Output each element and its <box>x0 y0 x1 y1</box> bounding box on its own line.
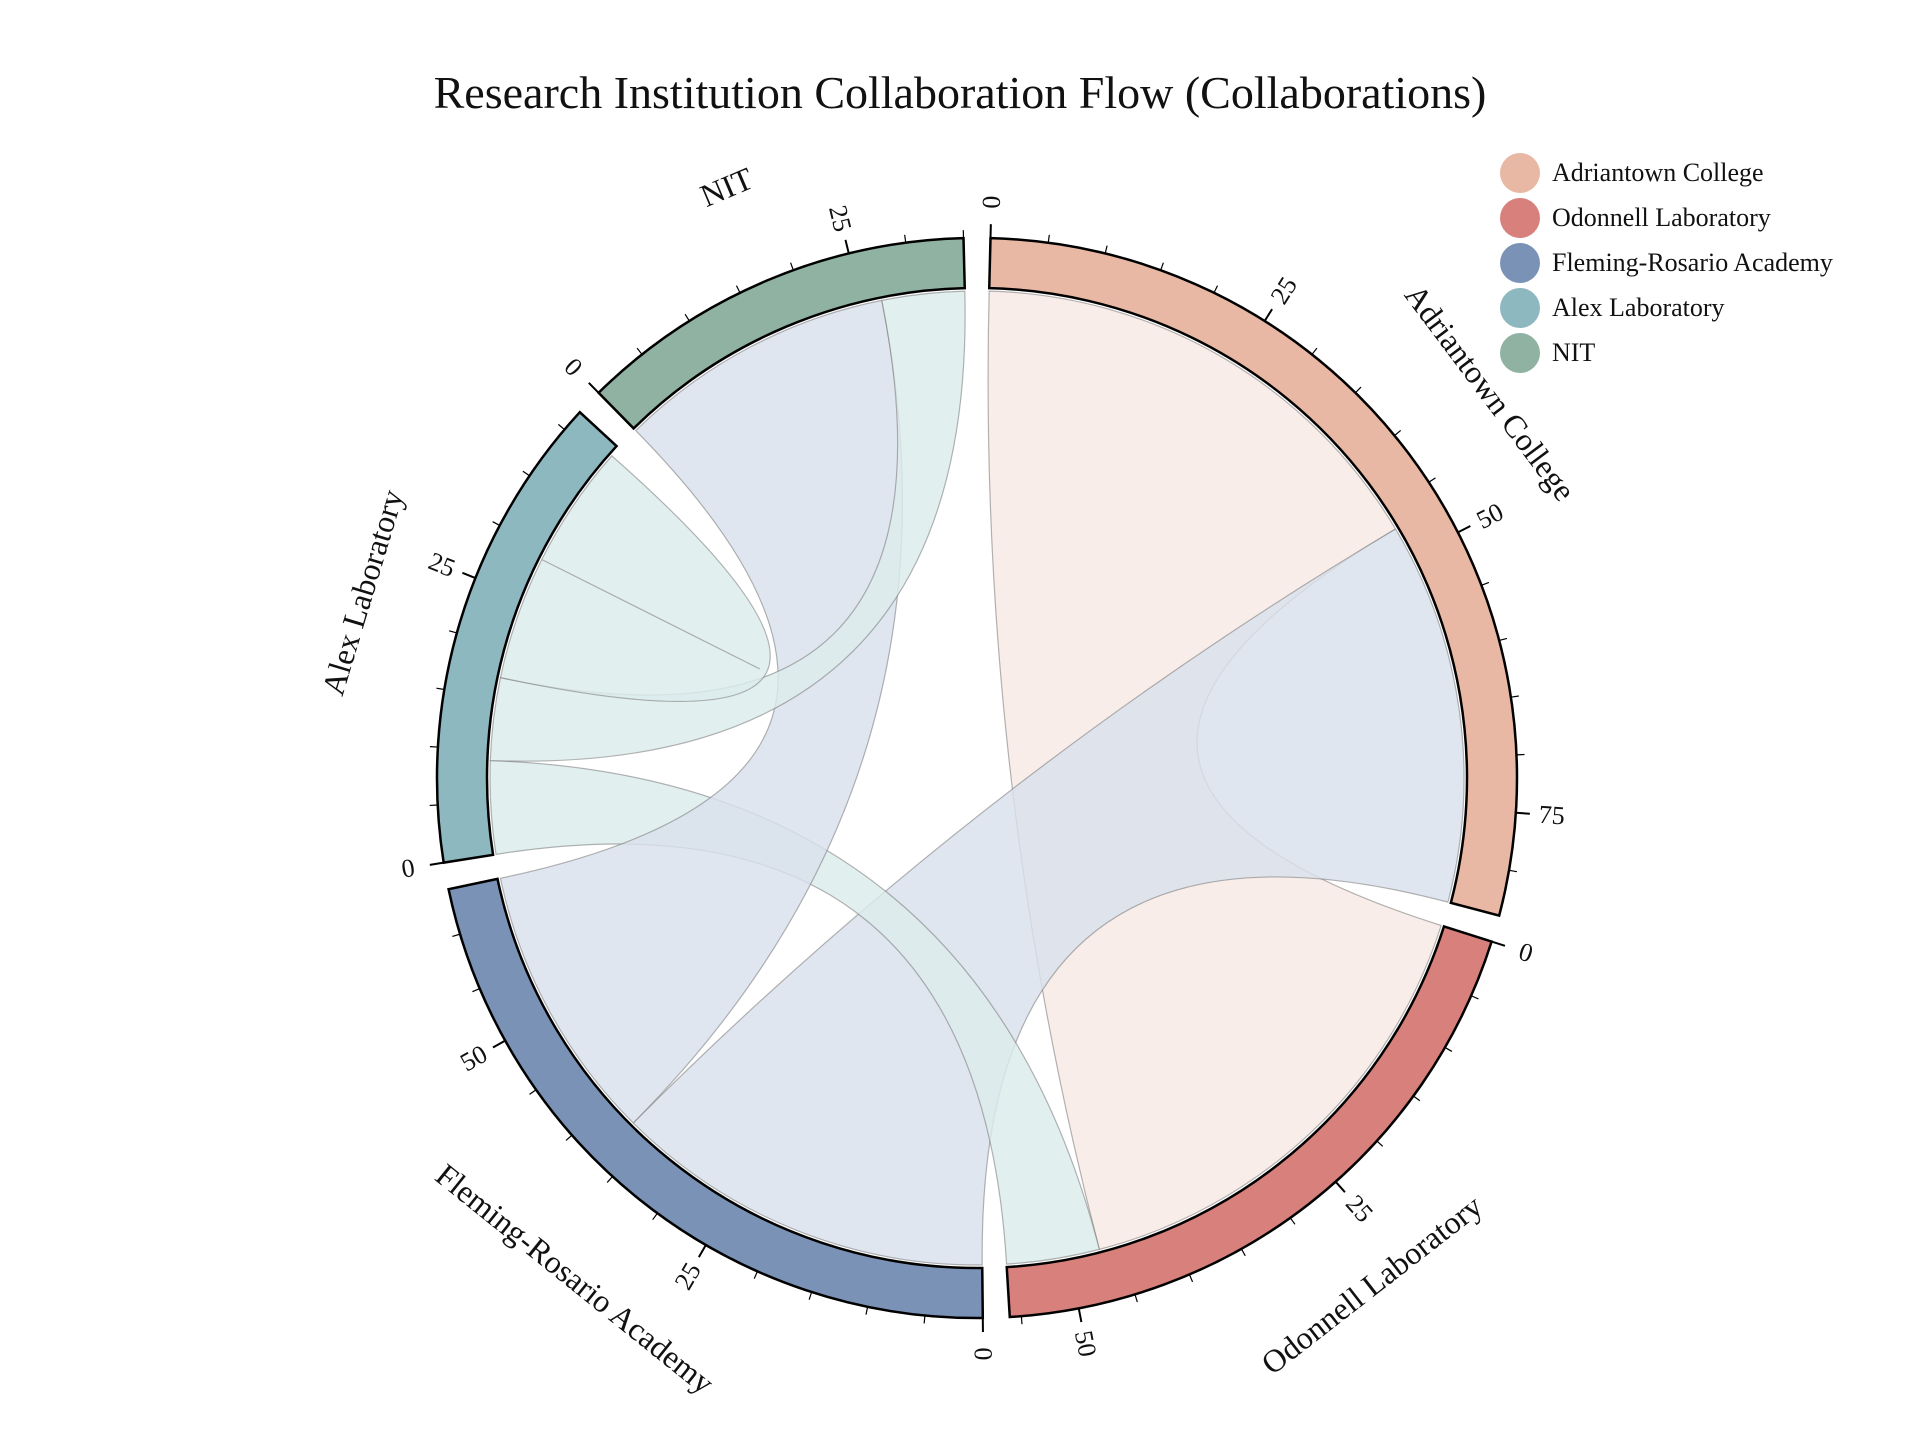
legend-item: Odonnell Laboratory <box>1500 195 1833 240</box>
minor-tick <box>1508 869 1518 873</box>
tick-label: 25 <box>669 1258 707 1295</box>
legend-label: Alex Laboratory <box>1552 292 1725 322</box>
minor-tick <box>808 1291 813 1300</box>
tick-label: 0 <box>1515 937 1536 969</box>
minor-tick <box>557 423 565 431</box>
group-nit: 0 25 NIT <box>558 160 967 431</box>
minor-tick <box>1444 1046 1453 1052</box>
minor-tick <box>522 470 530 477</box>
tick-label: 25 <box>823 202 857 234</box>
major-tick <box>1515 811 1530 815</box>
minor-tick <box>1499 637 1508 642</box>
legend-label: Odonnell Laboratory <box>1552 202 1771 232</box>
group-arc <box>596 236 967 431</box>
minor-tick <box>436 687 445 691</box>
major-tick <box>462 571 476 579</box>
tick-label: 25 <box>1265 272 1303 309</box>
minor-tick <box>652 1212 658 1221</box>
ribbon-alex-laboratory-to-alex-laboratory <box>499 454 771 703</box>
legend-swatch <box>1500 152 1540 193</box>
group-arc <box>447 877 985 1320</box>
tick-label: 50 <box>1069 1328 1102 1359</box>
group-label: Alex Laboratory <box>315 485 411 699</box>
minor-tick <box>492 521 500 526</box>
major-tick <box>1077 1308 1083 1323</box>
minor-tick <box>472 988 480 993</box>
legend-item: Adriantown College <box>1500 150 1833 195</box>
legend-item: Alex Laboratory <box>1500 285 1833 330</box>
major-tick <box>429 861 444 866</box>
minor-tick <box>753 1271 759 1279</box>
minor-tick <box>1240 1248 1246 1257</box>
legend-item: Fleming-Rosario Academy <box>1500 240 1833 285</box>
major-tick <box>588 382 600 394</box>
minor-tick <box>1188 1274 1194 1283</box>
major-tick <box>697 1244 707 1258</box>
major-tick <box>1263 308 1273 322</box>
minor-tick <box>1481 581 1490 586</box>
minor-tick <box>1470 995 1479 1000</box>
legend-swatch <box>1500 287 1540 328</box>
minor-tick <box>1394 429 1402 436</box>
ribbons <box>489 290 1465 1266</box>
minor-tick <box>1354 386 1362 394</box>
major-tick <box>1334 1181 1346 1193</box>
tick-label: 0 <box>558 352 588 382</box>
ribbon-fleming-rosario-academy-to-nit <box>499 299 904 1124</box>
minor-tick <box>452 933 461 938</box>
major-tick <box>1457 525 1471 534</box>
minor-tick <box>1134 1294 1138 1303</box>
minor-tick <box>565 1134 573 1141</box>
minor-tick <box>923 1315 926 1324</box>
major-tick <box>492 1039 506 1049</box>
tick-label: 50 <box>455 1039 492 1077</box>
group-arc <box>435 410 619 865</box>
minor-tick <box>1160 262 1164 271</box>
minor-tick <box>1510 695 1519 698</box>
minor-tick <box>1289 1217 1296 1225</box>
legend-item: NIT <box>1500 330 1833 375</box>
minor-tick <box>1047 234 1050 243</box>
legend-swatch <box>1500 242 1540 283</box>
minor-tick <box>1428 477 1436 483</box>
legend-swatch <box>1500 197 1540 238</box>
legend: Adriantown College Odonnell Laboratory F… <box>1500 150 1833 375</box>
major-tick <box>1491 940 1506 947</box>
minor-tick <box>1376 1140 1384 1147</box>
major-tick <box>844 239 850 254</box>
legend-swatch <box>1500 332 1540 373</box>
tick-label: 75 <box>1538 800 1566 831</box>
chart-title: Research Institution Collaboration Flow … <box>433 67 1487 118</box>
minor-tick <box>1104 245 1108 254</box>
minor-tick <box>448 630 458 634</box>
minor-tick <box>606 1176 614 1183</box>
ribbon-adriantown-college-to-fleming-rosario-academy <box>632 528 1465 1266</box>
minor-tick <box>735 285 741 294</box>
minor-tick <box>1413 1095 1421 1102</box>
minor-tick <box>636 347 643 355</box>
minor-tick <box>684 313 690 322</box>
minor-tick <box>1311 347 1318 355</box>
group-arc <box>1005 924 1494 1319</box>
minor-tick <box>865 1306 869 1315</box>
tick-label: 0 <box>969 1347 998 1360</box>
group-label: NIT <box>695 160 759 214</box>
minor-tick <box>529 1089 537 1095</box>
minor-tick <box>790 262 794 271</box>
minor-tick <box>1020 1316 1023 1325</box>
minor-tick <box>1213 285 1219 294</box>
legend-label: Fleming-Rosario Academy <box>1552 247 1833 277</box>
minor-tick <box>904 234 907 243</box>
legend-label: NIT <box>1552 337 1596 367</box>
tick-label: 25 <box>425 546 460 583</box>
legend-label: Adriantown College <box>1552 157 1764 187</box>
tick-label: 50 <box>1472 497 1508 535</box>
tick-label: 0 <box>977 195 1006 209</box>
tick-label: 25 <box>1340 1189 1379 1228</box>
tick-label: 0 <box>399 853 416 884</box>
group-arc <box>987 236 1519 918</box>
